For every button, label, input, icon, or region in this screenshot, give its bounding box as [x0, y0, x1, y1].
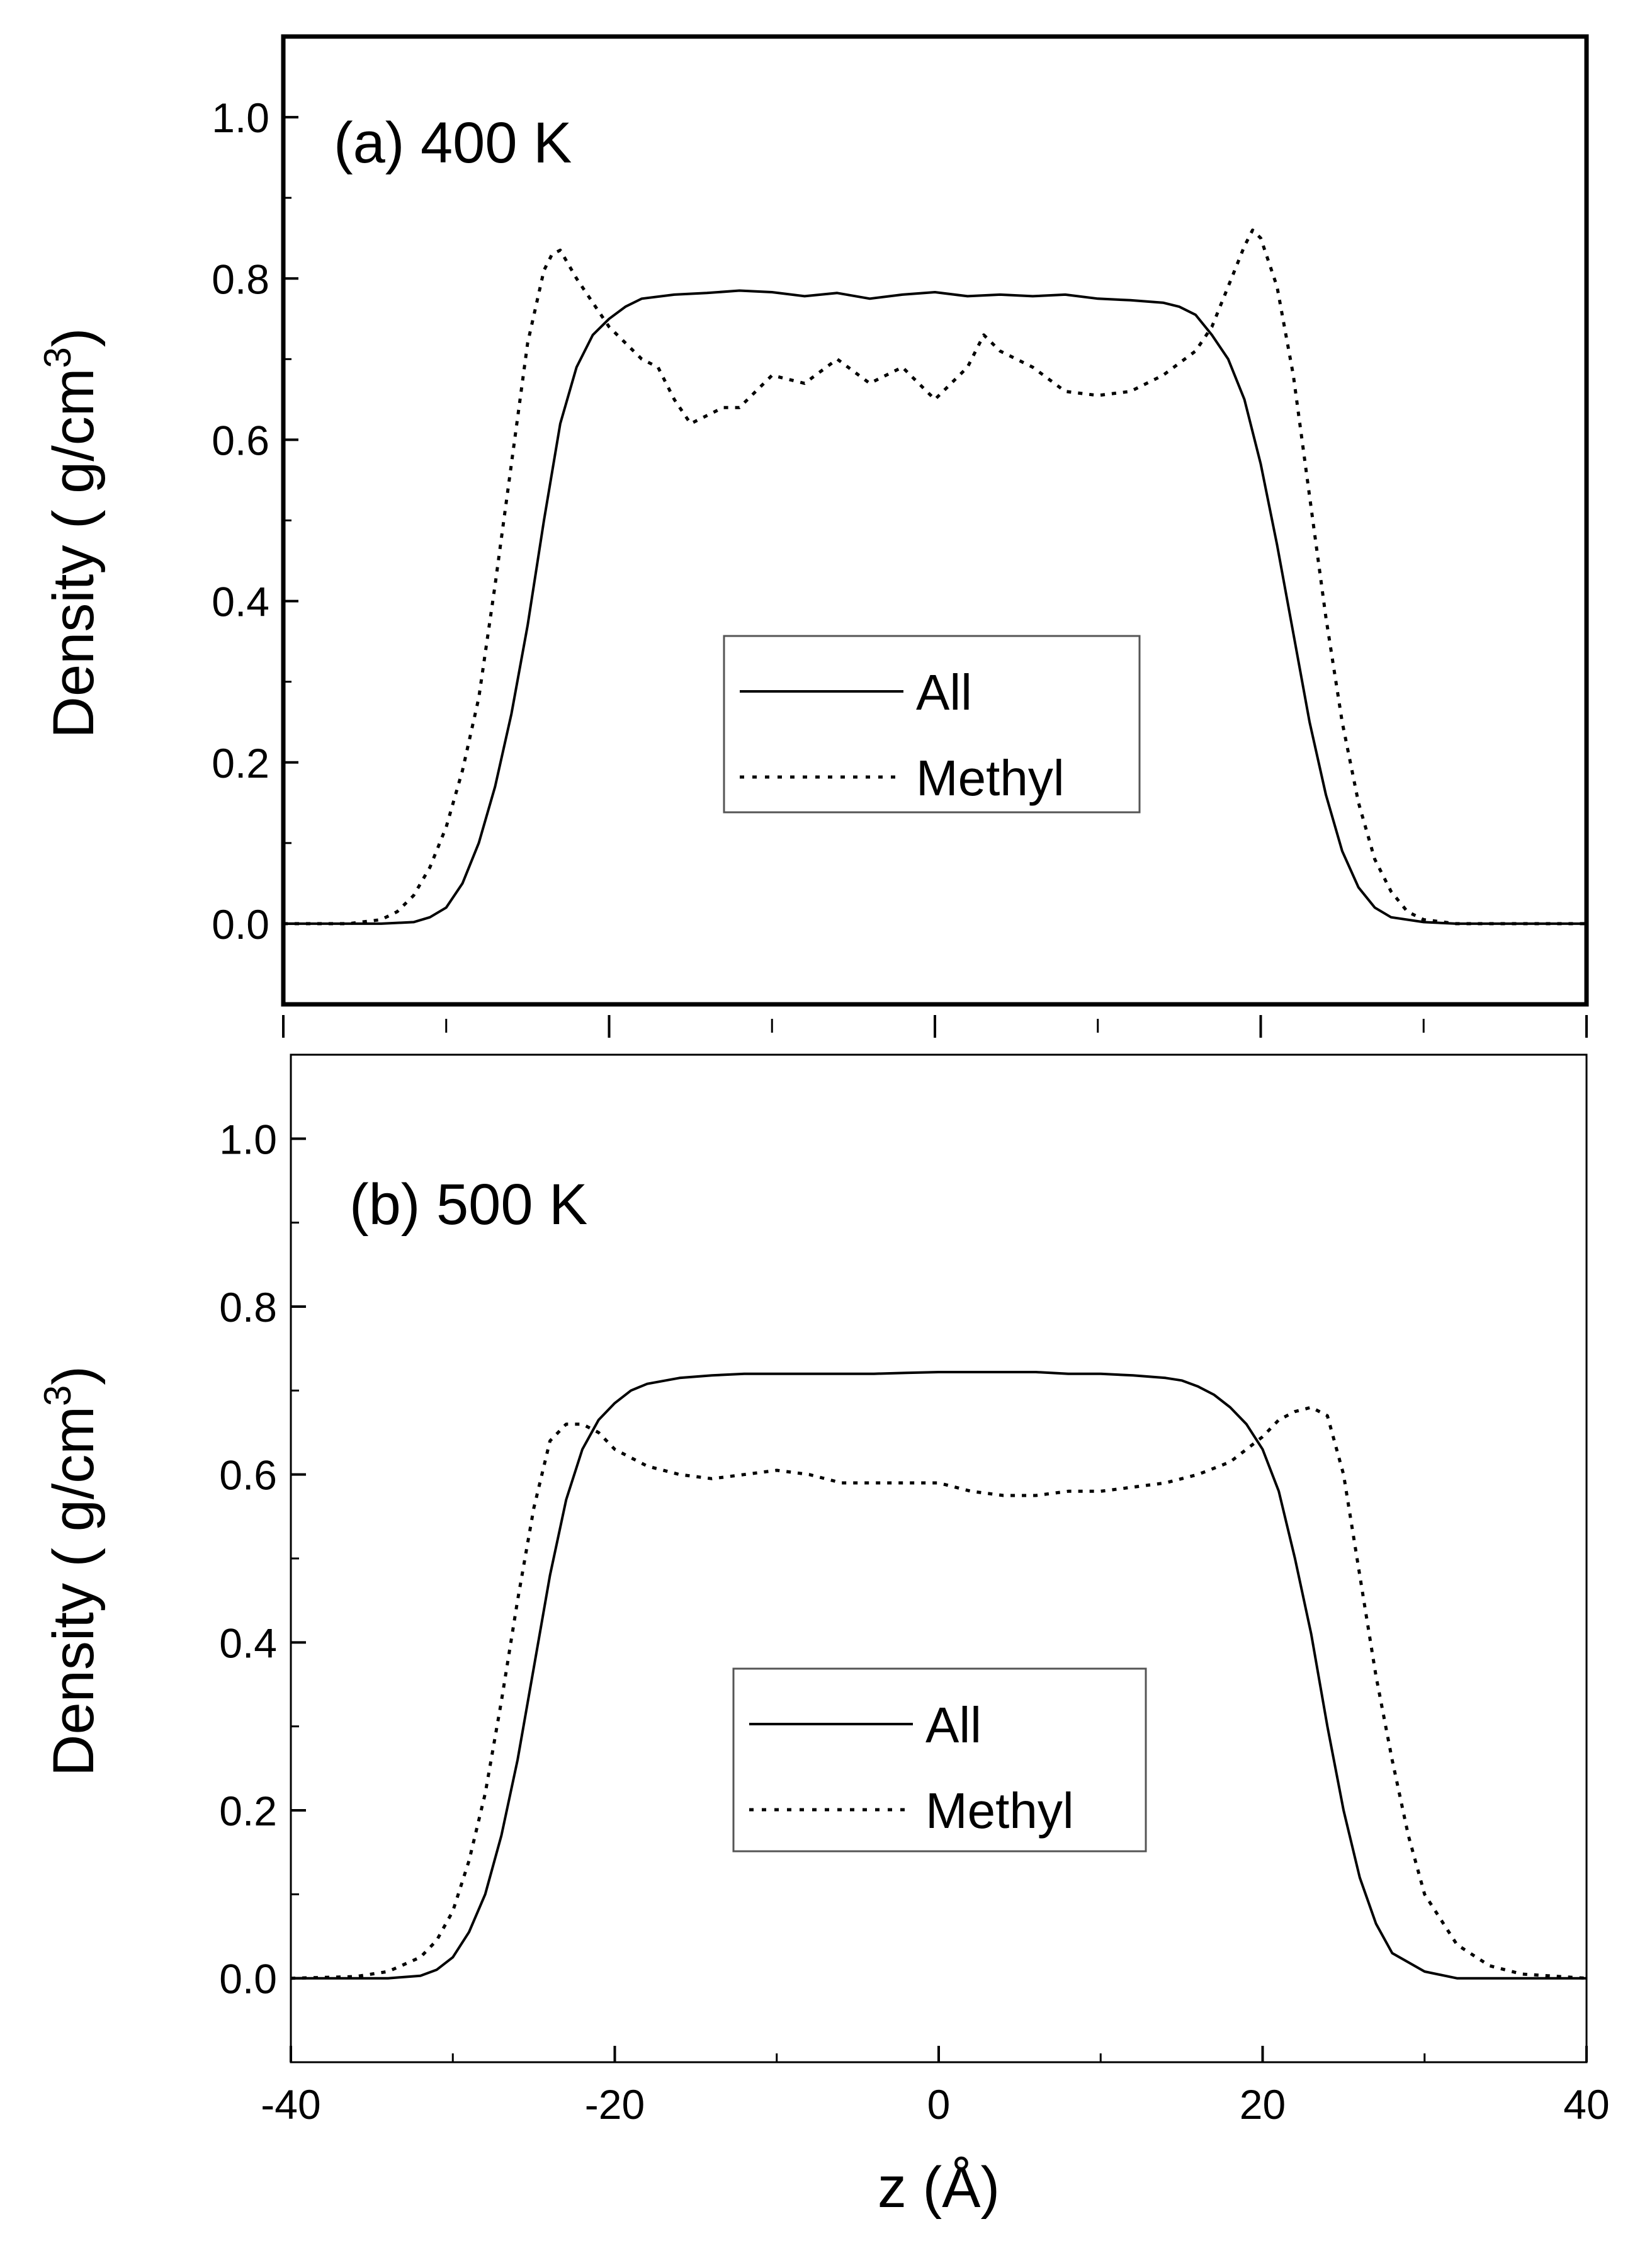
y-tick-label: 0.6: [212, 417, 269, 463]
legend-label: All: [925, 1697, 982, 1753]
y-axis-title: Density ( g/cm3): [37, 328, 106, 739]
y-tick-label: 0.6: [219, 1452, 277, 1499]
x-tick-label: 0: [927, 2081, 951, 2128]
y-tick-label: 0.4: [219, 1620, 277, 1666]
plot-frame: [281, 34, 1589, 1007]
y-tick-label: 0.8: [219, 1284, 277, 1331]
x-tick-label: 20: [1240, 2081, 1286, 2128]
x-tick-label: -40: [261, 2081, 320, 2128]
series-line-methyl: [290, 1405, 1587, 1980]
panel-label: (b) 500 K: [349, 1172, 587, 1237]
x-tick-label: -20: [585, 2081, 645, 2128]
legend-box: [732, 1667, 1147, 1853]
panel-0: 0.0 0.2 0.4 0.6 0.8 1.0 (a) 400 K All Methyl Dens…: [37, 34, 1589, 1038]
legend-label: All: [916, 664, 972, 720]
y-axis-title: Density ( g/cm3): [37, 1366, 106, 1776]
panel-1: 0.0 0.2 0.4 0.6 0.8 1.0 -40 -20 0 20 40 (b) 500 K Al…: [37, 1053, 1610, 2220]
y-tick-label: 0.2: [212, 740, 269, 786]
y-tick-label: 1.0: [219, 1116, 277, 1162]
x-tick-label: 40: [1563, 2081, 1609, 2128]
panel-label: (a) 400 K: [334, 111, 572, 175]
y-tick-label: 1.0: [212, 94, 269, 141]
x-axis-title: z (Å): [878, 2155, 1000, 2220]
series-line-all: [283, 289, 1587, 925]
legend-label: Methyl: [925, 1783, 1074, 1839]
y-tick-label: 0.2: [219, 1788, 277, 1834]
series-line-all: [291, 1371, 1587, 1980]
y-tick-label: 0.0: [212, 901, 269, 948]
y-tick-label: 0.8: [212, 256, 269, 302]
series-line-methyl: [283, 228, 1587, 926]
y-tick-label: 0.4: [212, 579, 269, 625]
legend-box: [723, 635, 1141, 814]
y-tick-label: 0.0: [219, 1956, 277, 2002]
legend-label: Methyl: [916, 750, 1065, 806]
